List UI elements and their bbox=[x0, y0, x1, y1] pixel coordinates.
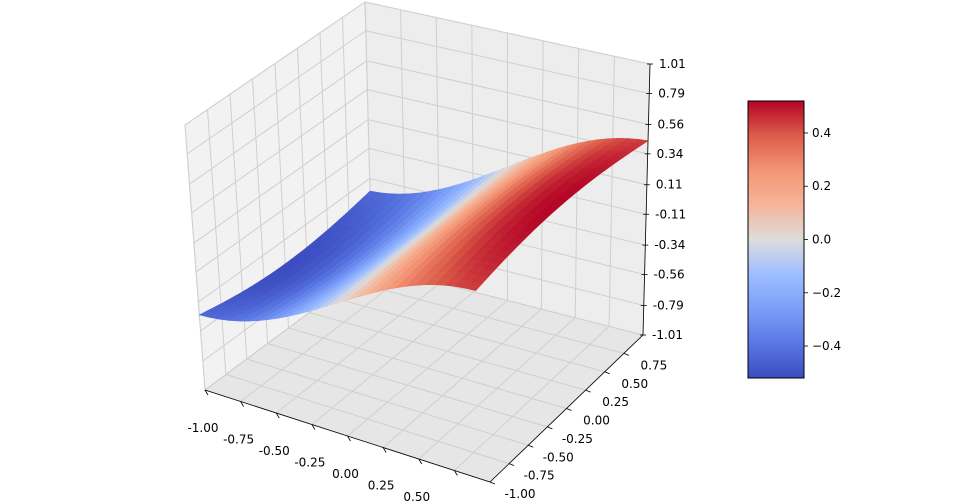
x-tick-label: 0.25 bbox=[368, 479, 395, 493]
grid-line bbox=[207, 109, 227, 375]
grid-line bbox=[186, 30, 367, 155]
colorbar-tick-label: 0.0 bbox=[812, 233, 831, 247]
z-tick-label: 0.79 bbox=[658, 87, 685, 101]
x-tick bbox=[347, 435, 351, 442]
x-tick-label: -1.00 bbox=[187, 421, 218, 435]
axes-3d: -1.01 -0.79 -0.56 -0.34 -0.11 0.11 0.34 0.56 0.7… bbox=[184, 1, 686, 501]
z-tick-label: 0.34 bbox=[657, 147, 684, 161]
grid-line bbox=[191, 89, 368, 214]
grid-line bbox=[184, 1, 366, 126]
grid-line bbox=[382, 308, 542, 448]
y-tick bbox=[585, 389, 591, 393]
y-tick-label: 0.75 bbox=[641, 358, 668, 372]
y-tick-label: -0.25 bbox=[562, 432, 593, 446]
colorbar-tick-label: −0.4 bbox=[812, 339, 841, 353]
surface-facet bbox=[464, 281, 483, 292]
x-tick-label: -0.75 bbox=[223, 433, 254, 447]
grid-line bbox=[193, 119, 369, 244]
grid-line bbox=[365, 30, 650, 95]
grid-line bbox=[608, 56, 615, 327]
x-tick bbox=[204, 389, 209, 396]
colorbar-gradient bbox=[747, 100, 805, 379]
surface-mesh bbox=[198, 137, 649, 322]
x-tick bbox=[311, 424, 316, 430]
y-tick-label: -1.00 bbox=[504, 487, 535, 501]
y-tick bbox=[489, 481, 496, 485]
z-tick-label: -1.01 bbox=[652, 328, 683, 342]
x-tick bbox=[240, 401, 244, 407]
grid-line bbox=[366, 60, 649, 125]
grid-line bbox=[350, 281, 625, 354]
y-tick-label: 0.25 bbox=[602, 395, 629, 409]
grid-line bbox=[184, 124, 206, 391]
colorbar-tick-label: 0.2 bbox=[812, 179, 831, 193]
colorbar-ticks: 0.4 0.2 0.0 −0.2 −0.4 bbox=[804, 126, 841, 353]
z-tick-label: -0.79 bbox=[653, 298, 684, 312]
y-tick-label: -0.50 bbox=[543, 450, 574, 464]
y-tick-label: 0.00 bbox=[583, 414, 610, 428]
x-tick-label: 0.50 bbox=[403, 490, 430, 501]
x-tick-label: 0.00 bbox=[332, 467, 359, 481]
y-tick bbox=[604, 371, 610, 375]
x-tick bbox=[382, 447, 387, 453]
z-tick-label: 1.01 bbox=[659, 57, 686, 71]
grid-line bbox=[330, 296, 605, 373]
colorbar-tick-label: 0.4 bbox=[812, 126, 831, 140]
x-tick-label: -0.50 bbox=[259, 444, 290, 458]
grid-line bbox=[364, 1, 651, 65]
y-tick bbox=[547, 426, 553, 430]
z-axis-line bbox=[642, 63, 651, 336]
z-tick-label: -0.11 bbox=[655, 207, 686, 221]
y-tick bbox=[528, 444, 534, 448]
grid-line bbox=[454, 326, 610, 471]
y-tick-label: 0.50 bbox=[621, 377, 648, 391]
x-tick-label: -0.25 bbox=[294, 456, 325, 470]
z-axis: -1.01 -0.79 -0.56 -0.34 -0.11 0.11 0.34 0.56 0.7… bbox=[640, 57, 686, 342]
colorbar: 0.4 0.2 0.0 −0.2 −0.4 bbox=[747, 100, 841, 379]
grid-line bbox=[189, 60, 367, 185]
x-tick bbox=[275, 412, 280, 419]
grid-line bbox=[288, 327, 567, 409]
colorbar-tick-label: −0.2 bbox=[812, 286, 841, 300]
grid-line bbox=[195, 147, 370, 273]
grid-line bbox=[309, 312, 586, 391]
y-tick bbox=[508, 463, 515, 466]
y-axis: -1.00 -0.75 -0.50 -0.25 0.00 0.25 0.50 0.75 bbox=[489, 334, 668, 501]
y-tick bbox=[623, 353, 630, 356]
z-tick-label: -0.56 bbox=[654, 268, 685, 282]
y-tick-label: -0.75 bbox=[524, 469, 555, 483]
grid-line bbox=[198, 178, 370, 303]
grid-line bbox=[418, 317, 576, 460]
z-tick-label: -0.34 bbox=[654, 238, 685, 252]
x-tick bbox=[418, 458, 423, 465]
x-tick bbox=[454, 470, 458, 476]
x-axis: -1.00-0.75-0.50-0.250.000.250.500.75 bbox=[187, 389, 491, 501]
z-tick-label: 0.56 bbox=[657, 117, 684, 131]
z-tick-label: 0.11 bbox=[656, 178, 683, 192]
y-tick bbox=[566, 408, 572, 411]
